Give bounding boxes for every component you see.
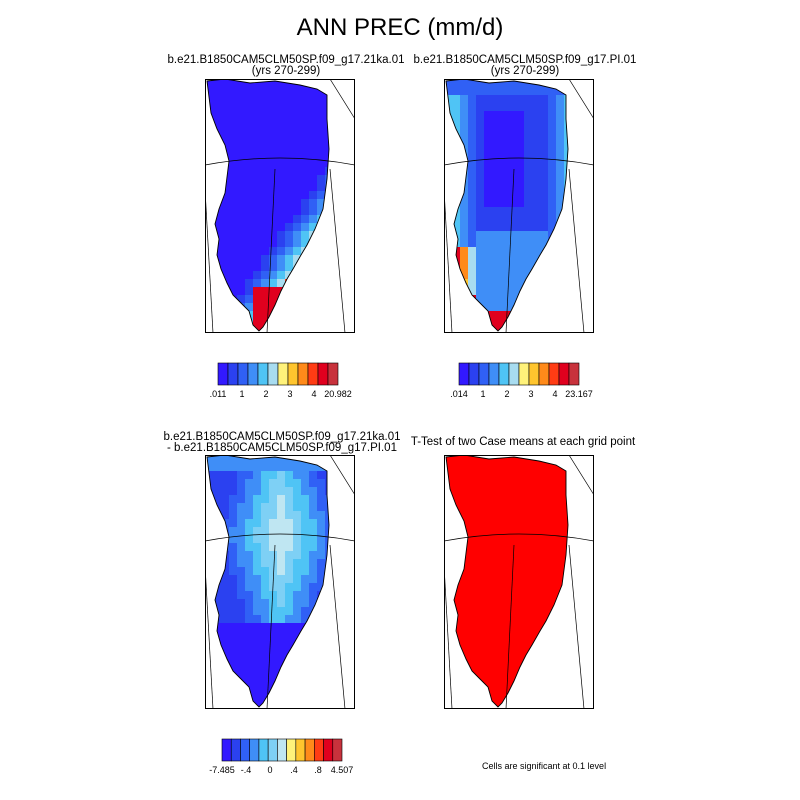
colorbar-pi: .014 1 2 3 4 23.167 xyxy=(450,362,593,403)
colorbar-swatch xyxy=(538,362,550,386)
colorbar-label: 0 xyxy=(267,765,272,775)
colorbar-label: .8 xyxy=(314,765,322,775)
panel-1-title: b.e21.B1850CAM5CLM50SP.f09_g17.21ka.01 (… xyxy=(156,54,416,77)
map-panel-ttest xyxy=(444,455,594,709)
gridded-field xyxy=(446,455,568,707)
graticule xyxy=(444,79,594,333)
colorbar-swatch xyxy=(568,362,580,386)
colorbar-label: 3 xyxy=(287,389,292,399)
panel-2-title-line1: b.e21.B1850CAM5CLM50SP.f09_g17.PI.01 xyxy=(413,54,637,66)
colorbar-swatch xyxy=(323,738,334,762)
panel-4-title: T-Test of two Case means at each grid po… xyxy=(398,436,648,448)
coastline xyxy=(445,79,569,332)
colorbar-swatch xyxy=(237,362,249,386)
panel-2-title: b.e21.B1850CAM5CLM50SP.f09_g17.PI.01 (yr… xyxy=(395,54,655,77)
colorbar-label: 23.167 xyxy=(565,389,593,399)
colorbar-swatch xyxy=(249,738,260,762)
coastline xyxy=(445,455,569,708)
panel-2-title-line2: (yrs 270-299) xyxy=(490,65,560,77)
colorbar-swatch xyxy=(314,738,324,762)
greenland-map-21ka xyxy=(205,79,355,333)
colorbar-label: -7.485 xyxy=(209,765,235,775)
map-panel-21ka xyxy=(205,79,355,333)
colorbar-swatch xyxy=(295,738,306,762)
graticule xyxy=(444,455,594,709)
colorbar-swatch xyxy=(478,362,490,386)
gridded-field xyxy=(207,455,329,707)
colorbar-label: 20.982 xyxy=(324,389,352,399)
colorbar-swatch xyxy=(287,362,299,386)
colorbar-pi-svg: .014 1 2 3 4 23.167 xyxy=(450,362,593,399)
panel-1-title-line1: b.e21.B1850CAM5CLM50SP.f09_g17.21ka.01 xyxy=(167,54,405,66)
colorbar-swatch xyxy=(488,362,500,386)
colorbar-label: 3 xyxy=(528,389,533,399)
colorbar-21ka: .011 1 2 3 4 20.982 xyxy=(210,362,352,403)
colorbar-label: 4 xyxy=(552,389,557,399)
panel-1-title-line2: (yrs 270-299) xyxy=(251,65,321,77)
colorbar-label: .4 xyxy=(290,765,298,775)
colorbar-swatch xyxy=(468,362,480,386)
colorbar-swatch xyxy=(286,738,297,762)
coastline xyxy=(206,79,330,332)
colorbar-swatch xyxy=(277,738,287,762)
colorbar-swatch xyxy=(230,738,241,762)
panel-border xyxy=(444,79,594,333)
colorbar-swatch xyxy=(257,362,269,386)
colorbar-swatch xyxy=(217,362,229,386)
panel-4-title-line1: T-Test of two Case means at each grid po… xyxy=(410,436,636,448)
colorbar-swatch xyxy=(247,362,259,386)
colorbar-swatch xyxy=(498,362,510,386)
colorbar-difference-svg: -7.485 -.4 0 .4 .8 4.507 xyxy=(209,738,354,775)
greenland-map-pi xyxy=(444,79,594,333)
significance-note: Cells are significant at 0.1 level xyxy=(482,761,607,771)
colorbar-swatch xyxy=(317,362,329,386)
colorbar-label: 4 xyxy=(311,389,316,399)
colorbar-swatch xyxy=(258,738,269,762)
colorbar-swatch xyxy=(297,362,309,386)
colorbar-21ka-svg: .011 1 2 3 4 20.982 xyxy=(210,362,352,399)
colorbar-swatch xyxy=(227,362,239,386)
panel-border xyxy=(205,79,355,333)
colorbar-swatch xyxy=(518,362,530,386)
colorbar-swatch xyxy=(277,362,289,386)
colorbar-swatch xyxy=(267,362,279,386)
gridded-field xyxy=(446,79,568,331)
map-panel-pi xyxy=(444,79,594,333)
colorbar-swatch xyxy=(558,362,570,386)
colorbar-swatch xyxy=(332,738,343,762)
colorbar-swatch xyxy=(458,362,470,386)
colorbar-label: 1 xyxy=(239,389,244,399)
colorbar-label: -.4 xyxy=(241,765,252,775)
graticule xyxy=(205,79,355,333)
colorbar-label: 2 xyxy=(504,389,509,399)
colorbar-difference: -7.485 -.4 0 .4 .8 4.507 xyxy=(209,738,354,779)
colorbar-swatch xyxy=(528,362,540,386)
map-panel-difference xyxy=(205,455,355,709)
colorbar-swatch xyxy=(327,362,339,386)
colorbar-label: 2 xyxy=(263,389,268,399)
graticule xyxy=(205,455,355,709)
greenland-map-ttest xyxy=(444,455,594,709)
greenland-map-difference xyxy=(205,455,355,709)
gridded-field xyxy=(207,79,329,331)
colorbar-label: .014 xyxy=(450,389,468,399)
colorbar-swatch xyxy=(548,362,560,386)
panel-3-title-line1: b.e21.B1850CAM5CLM50SP.f09_g17.21ka.01 xyxy=(163,431,401,443)
colorbar-swatch xyxy=(304,738,315,762)
colorbar-swatch xyxy=(267,738,278,762)
colorbar-swatch xyxy=(221,738,232,762)
colorbar-swatch xyxy=(307,362,319,386)
colorbar-label: .011 xyxy=(210,389,227,399)
colorbar-swatch xyxy=(508,362,520,386)
coastline xyxy=(206,455,330,708)
panel-border xyxy=(205,455,355,709)
figure-title: ANN PREC (mm/d) xyxy=(296,14,504,41)
colorbar-swatch xyxy=(240,738,250,762)
colorbar-label: 1 xyxy=(480,389,485,399)
panel-3-title: b.e21.B1850CAM5CLM50SP.f09_g17.21ka.01 -… xyxy=(152,431,412,454)
panel-3-title-line2: - b.e21.B1850CAM5CLM50SP.f09_g17.PI.01 xyxy=(167,442,397,454)
panel-border xyxy=(444,455,594,709)
colorbar-label: 4.507 xyxy=(331,765,354,775)
